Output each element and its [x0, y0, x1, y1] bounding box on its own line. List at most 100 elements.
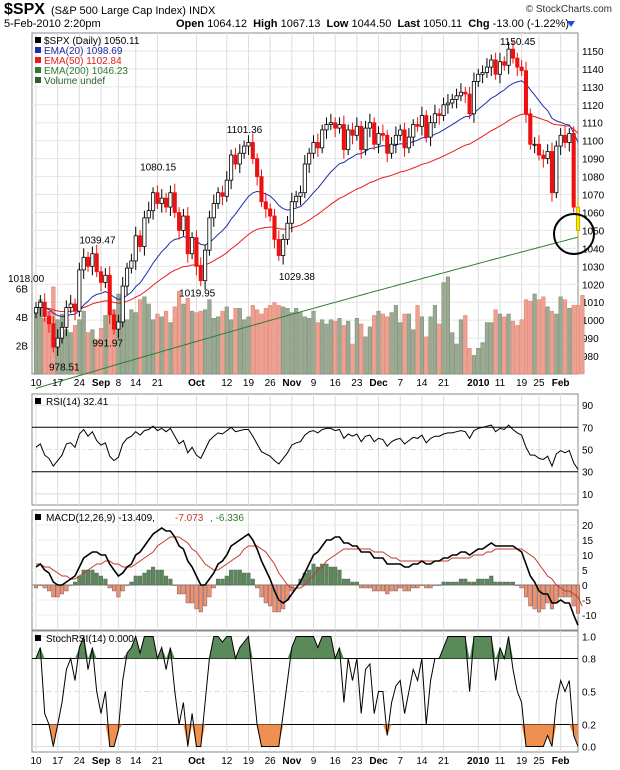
- candle-body: [229, 154, 234, 181]
- candle-body: [133, 235, 138, 262]
- volume-bar: [263, 308, 268, 375]
- macd-histogram-bar: [311, 563, 316, 586]
- candle-body: [406, 136, 411, 149]
- macd-histogram-bar: [532, 584, 537, 610]
- candle-body: [554, 145, 559, 194]
- volume-bar: [94, 339, 99, 375]
- macd-histogram-bar: [441, 581, 446, 586]
- volume-bar: [229, 319, 234, 375]
- price-annotation-label: 1029.38: [279, 272, 316, 283]
- macd-histogram-bar: [324, 563, 329, 586]
- price-annotation-label: 1101.36: [227, 125, 263, 136]
- macd-histogram-bar: [428, 584, 433, 589]
- candle-body: [307, 152, 312, 165]
- volume-bar: [185, 298, 190, 375]
- price-tick-label: 1130: [582, 83, 604, 94]
- macd-histogram-bar: [255, 584, 260, 589]
- price-tick-label: 1010: [582, 298, 605, 309]
- macd-histogram-bar: [73, 581, 78, 586]
- price-annotation-label: 1018.00: [8, 274, 45, 285]
- candle-body: [155, 192, 160, 204]
- price-x-tick-label: 14: [130, 378, 142, 389]
- volume-bar: [172, 306, 177, 375]
- volume-bar: [81, 310, 86, 375]
- rsi-tick-label: 30: [582, 468, 594, 479]
- open-value: 1064.12: [207, 18, 247, 30]
- stochrsi-x-tick-label: 9: [311, 756, 317, 767]
- volume-bar: [281, 306, 286, 375]
- macd-title: MACD(12,26,9) -13.409,: [46, 513, 155, 524]
- macd-histogram-bar: [90, 569, 95, 586]
- volume-bar: [493, 309, 498, 375]
- candle-body: [437, 113, 442, 116]
- volume-bar: [419, 316, 424, 375]
- candle-body: [428, 122, 433, 138]
- macd-histogram-bar: [558, 584, 563, 598]
- macd-histogram-bar: [471, 581, 476, 586]
- volume-bar: [562, 299, 568, 375]
- macd-hist-value: , -6.336: [210, 513, 244, 524]
- price-x-tick-label: 24: [74, 378, 86, 389]
- macd-histogram-bar: [489, 575, 494, 586]
- volume-bar: [194, 312, 199, 375]
- candle-body: [294, 195, 299, 203]
- volume-bar: [484, 322, 490, 375]
- volume-bar: [298, 312, 303, 375]
- macd-histogram-bar: [233, 569, 238, 586]
- candle-body: [367, 122, 372, 129]
- stochrsi-tick-label: 0.8: [582, 655, 596, 666]
- candle-body: [255, 158, 260, 177]
- volume-bar: [502, 316, 507, 375]
- candle-body: [159, 197, 164, 204]
- candle-body: [424, 115, 429, 138]
- volume-bar: [441, 282, 446, 375]
- macd-histogram-bar: [337, 569, 342, 586]
- price-x-tick-label: 19: [516, 378, 528, 389]
- stochrsi-x-tick-label: 23: [351, 756, 363, 767]
- dropdown-triangle-icon[interactable]: [567, 21, 575, 27]
- macd-histogram-bar: [116, 584, 121, 598]
- macd-histogram-bar: [372, 584, 377, 592]
- price-x-tick-label: 21: [152, 378, 164, 389]
- macd-tick-label: 15: [582, 536, 594, 547]
- candle-body: [398, 129, 403, 136]
- volume-bar: [536, 299, 542, 375]
- candle-body: [112, 314, 117, 330]
- copyright-label[interactable]: © StockCharts.com: [525, 4, 612, 15]
- macd-histogram-bar: [380, 584, 385, 592]
- stochrsi-x-tick-label: Feb: [552, 756, 570, 767]
- volume-tick-label: 4B: [16, 313, 29, 324]
- stochrsi-x-tick-label: Oct: [188, 756, 205, 767]
- volume-bar: [489, 322, 494, 375]
- legend-swatch: [35, 77, 41, 83]
- volume-bar: [549, 310, 555, 375]
- candle-body: [315, 142, 320, 149]
- candle-body: [194, 237, 199, 267]
- candle-body: [497, 61, 502, 75]
- legend-label: EMA(20) 1098.69: [44, 46, 123, 57]
- stochrsi-overbought-fill: [36, 636, 578, 659]
- candle-body: [272, 215, 277, 240]
- legend-label: EMA(200) 1046.23: [44, 66, 128, 77]
- volume-bar: [333, 320, 338, 375]
- volume-bar: [203, 309, 208, 375]
- candle-body: [389, 143, 394, 154]
- volume-bar: [385, 316, 390, 375]
- macd-histogram-bar: [575, 584, 581, 614]
- volume-bar: [406, 313, 411, 375]
- volume-bar: [216, 316, 221, 375]
- price-x-tick-label: 17: [52, 378, 64, 389]
- rsi-tick-label: 70: [582, 423, 594, 434]
- stochrsi-x-tick-label: 12: [221, 756, 233, 767]
- macd-histogram-bar: [484, 578, 489, 586]
- price-x-tick-label: Feb: [552, 378, 570, 389]
- macd-histogram-bar: [181, 584, 186, 595]
- low-label: Low: [326, 18, 349, 30]
- candle-body: [476, 73, 481, 82]
- macd-histogram-bar: [354, 581, 359, 586]
- macd-tick-label: -5: [582, 596, 591, 607]
- candle-body: [46, 316, 52, 325]
- volume-bar: [72, 325, 78, 375]
- volume-bar: [137, 299, 143, 375]
- volume-bar: [346, 320, 351, 375]
